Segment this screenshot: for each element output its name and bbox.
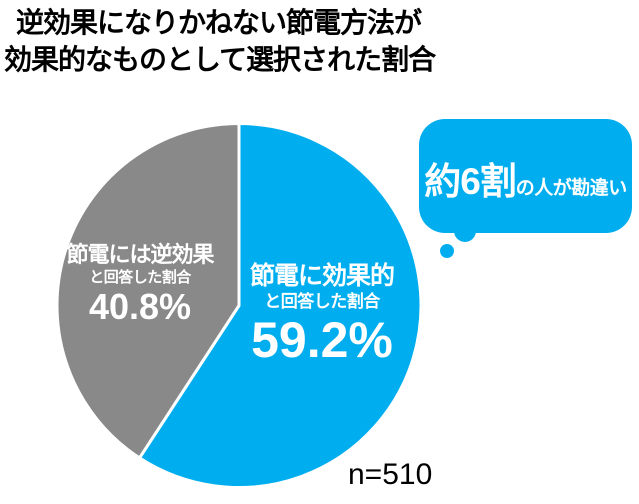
sample-size-label: n=510 — [348, 458, 433, 491]
title-line-2: 効果的なものとして選択された割合 — [4, 44, 436, 75]
thought-bubble-text: 約6割 の人が勘違い — [424, 147, 627, 205]
slice-label-counterproductive: 節電には逆効果 と回答した割合 40.8% — [40, 241, 240, 327]
bubble-tail-large-circle — [454, 220, 476, 242]
page-title: 逆効果になりかねない節電方法が 効果的なものとして選択された割合 — [4, 4, 436, 78]
title-line-1: 逆効果になりかねない節電方法が — [16, 7, 422, 38]
pie-slice-counterproductive — [55, 122, 241, 460]
slice-label-effective-percent: 59.2% — [251, 312, 393, 368]
slice-label-effective-name: 節電に効果的 — [249, 262, 395, 290]
slice-label-effective-sub: と回答した割合 — [264, 292, 380, 311]
slice-label-effective: 節電に効果的 と回答した割合 59.2% — [222, 262, 422, 367]
pie-slice-effective — [138, 122, 423, 489]
slice-label-counterproductive-sub: と回答した割合 — [89, 269, 191, 286]
slice-label-counterproductive-percent: 40.8% — [88, 286, 192, 327]
bubble-highlight-text: 約6割 — [424, 161, 517, 202]
thought-bubble: 約6割 の人が勘違い — [419, 119, 632, 233]
bubble-tail-small-circle — [440, 244, 454, 258]
slice-label-counterproductive-name: 節電には逆効果 — [66, 242, 214, 267]
bubble-rest-text: の人が勘違い — [515, 178, 628, 199]
